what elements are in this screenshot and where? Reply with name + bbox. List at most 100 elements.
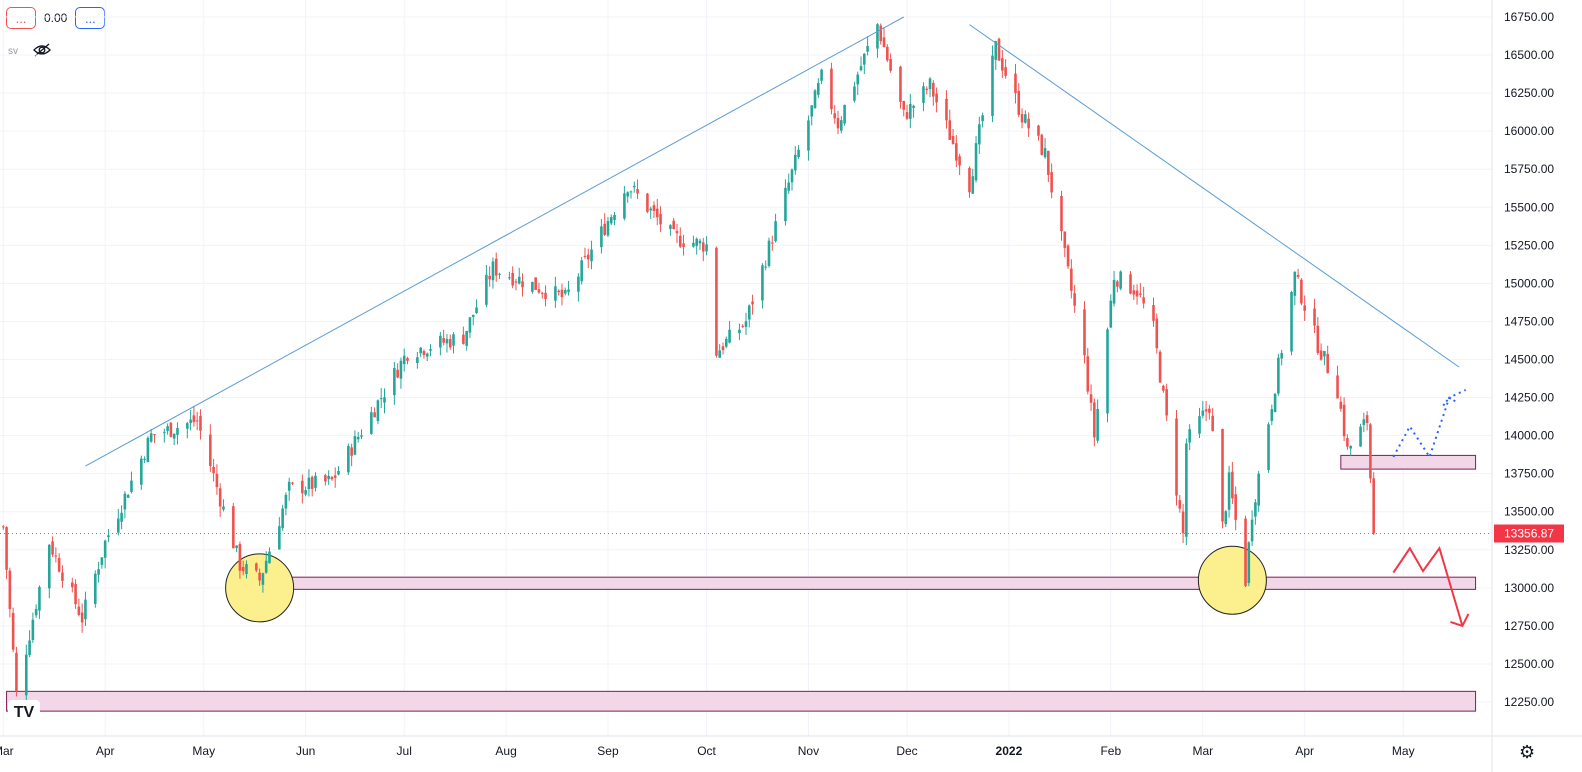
- candle-body: [1060, 196, 1063, 232]
- candle-body: [212, 466, 215, 474]
- price-tick-label: 14000.00: [1504, 429, 1554, 443]
- candle-body: [475, 307, 478, 314]
- candle-body: [406, 358, 409, 361]
- candle-body: [659, 213, 662, 225]
- candle-down: [1336, 365, 1339, 399]
- candle-up: [840, 116, 843, 134]
- candle-down: [80, 603, 84, 633]
- candle-body: [491, 261, 495, 281]
- candle-body: [1234, 494, 1237, 520]
- candle-body: [741, 325, 745, 327]
- candle-body: [1273, 393, 1277, 412]
- candle-up: [287, 477, 291, 501]
- candle-body: [531, 281, 534, 292]
- candle-body: [287, 481, 291, 491]
- candle-body: [1181, 511, 1185, 534]
- candle-body: [876, 24, 879, 49]
- candle-up: [876, 23, 879, 58]
- candle-down: [646, 192, 649, 214]
- candle-up: [376, 399, 380, 425]
- support-zone: [1340, 454, 1477, 470]
- candle-body: [442, 338, 445, 343]
- candle-down: [879, 23, 883, 45]
- candle-down: [534, 277, 537, 291]
- candle-body: [327, 475, 330, 480]
- candle-body: [1290, 291, 1293, 352]
- candle-down: [1083, 301, 1086, 364]
- candle-up: [97, 561, 100, 583]
- candle-up: [632, 181, 636, 193]
- candle-up: [606, 217, 610, 237]
- candle-body: [47, 544, 51, 589]
- candle-body: [396, 369, 399, 378]
- candle-up: [34, 604, 38, 618]
- eye-off-icon[interactable]: [32, 42, 52, 61]
- candle-up: [439, 331, 442, 356]
- candle-body: [1004, 67, 1007, 76]
- candle-up: [994, 40, 998, 70]
- candle-body: [951, 135, 955, 144]
- candle-body: [333, 475, 337, 478]
- price-tick-label: 16750.00: [1504, 10, 1554, 24]
- candle-up: [245, 560, 248, 579]
- candle-body: [761, 265, 764, 301]
- candle-down: [958, 153, 961, 176]
- candle-body: [422, 351, 426, 356]
- legend-bar: ... 0.00 ...: [6, 7, 106, 29]
- candle-down: [212, 458, 215, 482]
- candle-up: [222, 499, 225, 512]
- candle-body: [583, 255, 587, 257]
- gear-icon[interactable]: ⚙: [1519, 742, 1536, 762]
- candle-body: [606, 221, 610, 236]
- candle-down: [955, 135, 958, 168]
- legend-color-button-red[interactable]: ...: [6, 7, 36, 29]
- candle-body: [8, 570, 12, 610]
- price-tick-label: 13250.00: [1504, 543, 1554, 557]
- candle-down: [1221, 428, 1224, 529]
- candle-body: [1135, 290, 1139, 297]
- indicator-row: sv: [8, 42, 52, 61]
- candle-body: [866, 46, 869, 52]
- candle-down: [945, 90, 948, 129]
- candle-body: [807, 120, 810, 151]
- time-tick-label: Apr: [1295, 744, 1314, 758]
- candle-body: [34, 609, 38, 616]
- candle-up: [909, 93, 912, 129]
- candle-down: [511, 266, 514, 289]
- candle-up: [912, 104, 915, 118]
- candle-down: [678, 227, 682, 249]
- candle-down: [672, 217, 676, 230]
- candle-up: [327, 470, 330, 485]
- candle-body: [997, 38, 1001, 61]
- candle-body: [261, 573, 265, 585]
- candle-body: [820, 69, 823, 81]
- candle-up: [1349, 445, 1352, 456]
- candle-body: [1047, 150, 1050, 175]
- candle-body: [787, 182, 791, 191]
- candle-body: [353, 436, 357, 455]
- price-tick-label: 14250.00: [1504, 391, 1554, 405]
- candle-up: [797, 145, 800, 159]
- legend-color-button-blue[interactable]: ...: [75, 7, 106, 29]
- candle-down: [1073, 284, 1076, 313]
- candle-body: [28, 640, 31, 656]
- candle-body: [603, 223, 606, 235]
- support-zone: [245, 576, 1477, 590]
- candle-down: [1086, 347, 1090, 395]
- candle-body: [1063, 231, 1067, 248]
- candle-down: [557, 289, 560, 296]
- candle-down: [1175, 410, 1178, 506]
- candle-body: [540, 292, 544, 294]
- candle-body: [1139, 293, 1142, 295]
- time-tick-label: Mar: [0, 744, 14, 758]
- candle-down: [932, 80, 935, 106]
- candle-body: [958, 156, 961, 166]
- candle-body: [1119, 271, 1122, 289]
- candle-up: [1273, 393, 1277, 413]
- candle-body: [149, 433, 153, 442]
- candle-body: [97, 569, 100, 575]
- candle-down: [1135, 284, 1139, 305]
- candle-body: [1132, 290, 1136, 295]
- candle-body: [629, 191, 633, 193]
